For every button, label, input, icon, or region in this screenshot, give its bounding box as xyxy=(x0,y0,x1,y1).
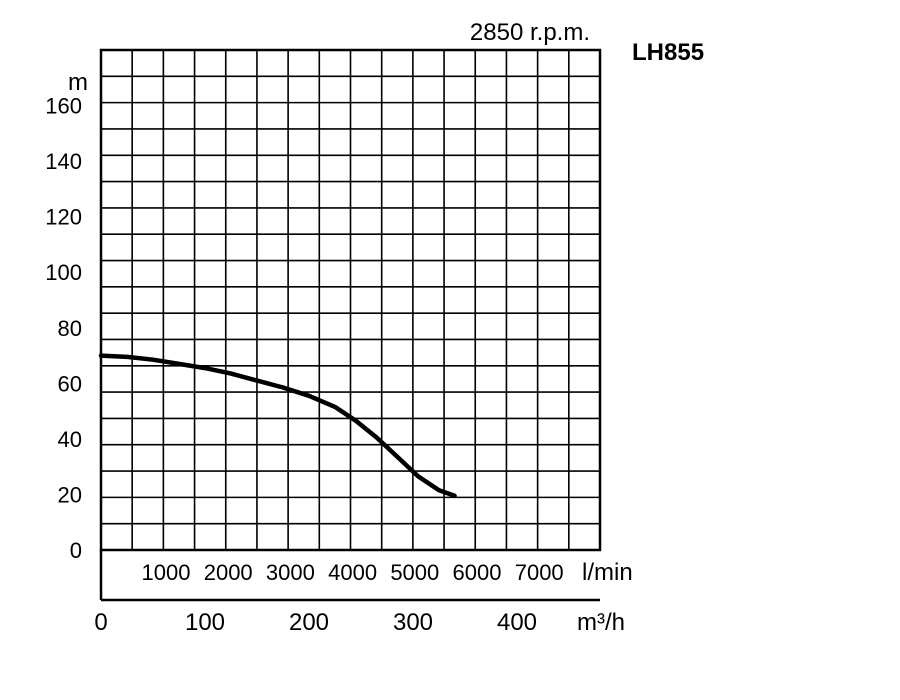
x-tick-label-m3h: 300 xyxy=(393,609,433,636)
chart-title: LH855 xyxy=(632,39,704,66)
x-tick-label-lmin: 2000 xyxy=(204,560,253,585)
series-line xyxy=(98,353,457,499)
y-tick-label: 40 xyxy=(58,427,82,452)
grid xyxy=(101,50,600,550)
y-tick-label: 160 xyxy=(45,94,82,119)
x-tick-label-lmin: 5000 xyxy=(390,560,439,585)
x-tick-label-m3h: 100 xyxy=(185,609,225,636)
y-tick-label: 120 xyxy=(45,205,82,230)
x-tick-label-lmin: 7000 xyxy=(515,560,564,585)
y-tick-label: 60 xyxy=(58,371,82,396)
y-tick-label: 100 xyxy=(45,260,82,285)
y-axis-label: m xyxy=(68,69,88,96)
y-tick-label: 0 xyxy=(70,538,82,563)
x-axis-unit-lmin: l/min xyxy=(582,559,633,586)
x-tick-labels-lmin: 1000 2000 3000 4000 5000 6000 7000 xyxy=(142,560,564,585)
y-tick-labels: 0 20 40 60 80 100 120 140 160 xyxy=(45,94,82,563)
x-tick-label-lmin: 3000 xyxy=(266,560,315,585)
plot-frame xyxy=(99,48,602,552)
x-tick-label-m3h: 400 xyxy=(497,609,537,636)
x-axis-unit-m3h: m³/h xyxy=(577,609,625,636)
x-tick-label-lmin: 4000 xyxy=(328,560,377,585)
x-tick-label-lmin: 6000 xyxy=(453,560,502,585)
x-tick-label-m3h: 200 xyxy=(289,609,329,636)
x-tick-labels-m3h: 0 100 200 300 400 xyxy=(94,609,537,636)
chart-subtitle: 2850 r.p.m. xyxy=(470,19,590,46)
lmin-axis-band xyxy=(99,550,600,602)
y-tick-label: 140 xyxy=(45,149,82,174)
y-tick-label: 20 xyxy=(58,482,82,507)
y-tick-label: 80 xyxy=(58,316,82,341)
x-tick-label-lmin: 1000 xyxy=(142,560,191,585)
x-tick-label-m3h: 0 xyxy=(94,609,107,636)
